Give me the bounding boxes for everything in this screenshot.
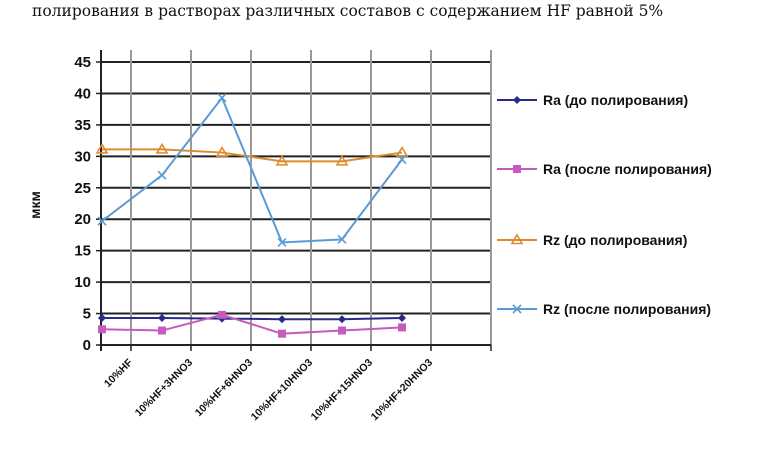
data-point-2 <box>215 145 229 157</box>
y-axis-label: мкм <box>27 191 43 219</box>
data-point-1 <box>278 329 286 338</box>
legend-label: Ra (до полирования) <box>543 92 688 108</box>
data-point-3 <box>157 170 167 180</box>
y-tick-label: 25 <box>74 180 91 197</box>
x-tick-label: 10%HF+3HNO3 <box>133 357 195 419</box>
data-point-2 <box>95 142 109 154</box>
y-tick-label: 20 <box>74 211 91 228</box>
data-point-3 <box>217 93 227 103</box>
y-tick-label: 40 <box>74 85 91 102</box>
legend-label: Rz (до полирования) <box>543 232 687 248</box>
y-tick-label: 30 <box>74 148 91 165</box>
y-tick-label: 45 <box>74 54 91 71</box>
legend-label: Rz (после полирования) <box>543 301 711 317</box>
data-point-0 <box>98 313 106 322</box>
y-tick-label: 10 <box>74 274 91 291</box>
series-line-3 <box>101 95 403 244</box>
series-line-1 <box>101 313 403 335</box>
data-point-0 <box>158 313 166 322</box>
x-tick-label: 10%HF+10HNO3 <box>249 357 316 424</box>
y-tick-label: 15 <box>74 243 91 260</box>
figure-caption: полирования в растворах различных состав… <box>32 2 664 20</box>
legend-marker-3 <box>512 304 522 314</box>
x-tick-label: 10%HF <box>102 356 136 390</box>
y-tick-label: 35 <box>74 117 91 134</box>
series-line-2 <box>102 148 403 163</box>
data-point-1 <box>398 323 406 332</box>
data-point-0 <box>338 315 346 324</box>
legend-marker-2 <box>510 233 524 245</box>
data-point-1 <box>158 326 166 335</box>
data-point-2 <box>155 142 169 154</box>
legend-marker-0 <box>513 96 521 104</box>
x-tick-label: 10%HF+6HNO3 <box>193 357 255 419</box>
x-tick-label: 10%HF+15HNO3 <box>309 357 376 424</box>
data-point-0 <box>398 313 406 322</box>
legend-marker-1 <box>513 165 521 173</box>
data-point-1 <box>218 310 226 319</box>
x-tick-label: 10%HF+20HNO3 <box>369 357 436 424</box>
series-line-0 <box>102 316 403 321</box>
data-point-3 <box>397 154 407 165</box>
legend-label: Ra (после полирования) <box>543 161 712 177</box>
data-point-0 <box>278 315 286 324</box>
data-point-2 <box>395 145 409 157</box>
data-point-2 <box>335 154 349 166</box>
data-point-3 <box>337 234 347 244</box>
y-tick-label: 5 <box>83 306 91 323</box>
data-point-3 <box>277 237 287 248</box>
data-point-3 <box>97 216 107 226</box>
data-point-1 <box>98 325 106 334</box>
y-tick-label: 0 <box>83 337 91 354</box>
data-point-2 <box>275 154 289 166</box>
data-point-1 <box>338 326 346 335</box>
